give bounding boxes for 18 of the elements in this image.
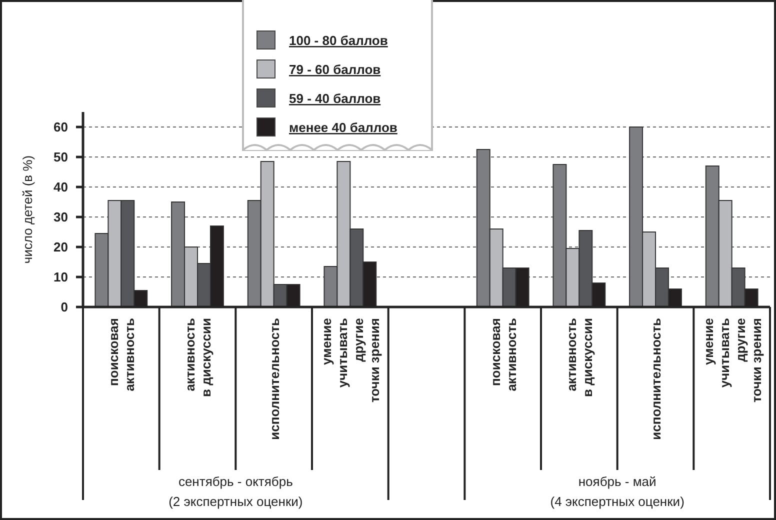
legend-label: 59 - 40 баллов <box>289 91 381 106</box>
y-axis-title: число детей (в %) <box>20 155 35 264</box>
y-tick-label: 0 <box>60 300 68 315</box>
x-tick-label: исполнительность <box>648 318 664 440</box>
y-tick-label: 60 <box>54 120 68 135</box>
y-tick-label: 50 <box>54 150 68 165</box>
text: ноябрь - май (4 экспертных оценки) <box>550 474 684 509</box>
x-tick-label: поисковая активность <box>488 318 519 392</box>
legend-label: 100 - 80 баллов <box>289 33 388 48</box>
y-tick-label: 40 <box>54 180 68 195</box>
y-tick-label: 30 <box>54 210 68 225</box>
x-tick-label: поисковая активность <box>106 318 138 392</box>
y-tick-label: 10 <box>54 270 68 285</box>
y-tick-label: 20 <box>54 240 68 255</box>
legend-label: 79 - 60 баллов <box>289 62 381 77</box>
x-tick-label: исполнительность <box>266 318 282 440</box>
text: сентябрь - октябрь (2 экспертных оценки) <box>168 474 303 509</box>
legend-label: менее 40 баллов <box>289 120 398 135</box>
